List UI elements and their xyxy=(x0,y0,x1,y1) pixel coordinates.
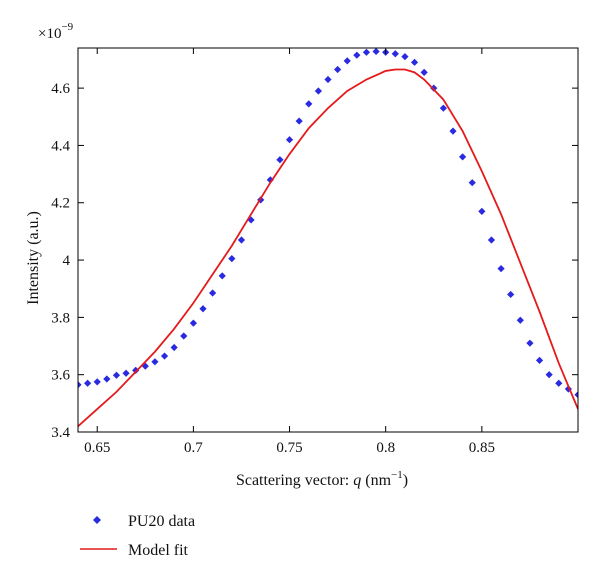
data-point xyxy=(218,272,226,280)
data-point xyxy=(459,153,467,161)
x-tick-label: 0.85 xyxy=(469,440,495,456)
data-point xyxy=(420,68,428,76)
plot-frame xyxy=(77,47,579,433)
data-point xyxy=(151,358,159,366)
data-point xyxy=(305,100,313,108)
y-axis-title: Intensity (a.u.) xyxy=(25,211,42,305)
x-tick-label: 0.8 xyxy=(376,440,395,456)
x-axis-title: Scattering vector: q (nm−1) xyxy=(236,469,408,489)
data-point xyxy=(545,371,553,379)
data-point xyxy=(564,385,572,393)
data-point xyxy=(189,319,197,327)
x-tick-label: 0.75 xyxy=(276,440,302,456)
y-tick-label: 3.4 xyxy=(51,425,70,441)
data-point xyxy=(449,127,457,135)
data-point xyxy=(410,58,419,66)
series-model-fit xyxy=(78,68,578,427)
data-point xyxy=(468,179,476,187)
data-point xyxy=(93,378,101,386)
x-tick-label: 0.7 xyxy=(184,440,203,456)
y-tick-label: 3.8 xyxy=(51,310,70,326)
data-point xyxy=(199,305,207,313)
y-multiplier-exponent: −9 xyxy=(61,21,73,33)
data-point xyxy=(228,255,236,263)
legend-diamond-marker xyxy=(93,516,101,524)
y-multiplier-label: ×10−9 xyxy=(38,21,74,42)
data-point xyxy=(334,65,342,74)
legend-label-model-fit: Model fit xyxy=(128,542,189,559)
y-tick-label: 4 xyxy=(63,253,71,269)
y-tick-label: 3.6 xyxy=(51,368,70,384)
data-point xyxy=(362,48,371,56)
data-point xyxy=(295,117,303,125)
data-point xyxy=(391,50,399,58)
data-point xyxy=(430,84,438,92)
data-point xyxy=(103,375,111,383)
data-point xyxy=(266,176,274,184)
data-point xyxy=(574,391,578,399)
data-point xyxy=(276,156,284,164)
data-point xyxy=(209,289,217,297)
data-point xyxy=(555,379,563,387)
data-point xyxy=(112,371,121,379)
data-point xyxy=(535,356,544,364)
y-tick-label: 4.2 xyxy=(51,196,70,212)
data-point xyxy=(180,332,188,340)
series-layer xyxy=(78,48,578,427)
data-point xyxy=(170,343,178,352)
data-point xyxy=(160,352,169,360)
data-point xyxy=(122,369,130,377)
data-point xyxy=(507,290,515,299)
data-point xyxy=(526,339,534,347)
data-point xyxy=(285,136,294,144)
data-point xyxy=(78,381,82,389)
data-point xyxy=(487,236,496,244)
y-tick-label: 4.6 xyxy=(51,81,70,97)
model-fit-line xyxy=(78,68,578,427)
data-point xyxy=(237,236,246,244)
data-point xyxy=(343,57,351,65)
data-point xyxy=(401,52,409,61)
legend-item-model-fit: Model fit xyxy=(80,542,189,559)
data-point xyxy=(372,48,380,56)
legend: PU20 data Model fit xyxy=(80,513,195,559)
x-tick-label: 0.65 xyxy=(84,440,110,456)
data-point xyxy=(314,87,322,95)
legend-item-pu20-data: PU20 data xyxy=(93,513,195,530)
series-pu20-data xyxy=(78,48,578,399)
axes-layer: 0.65 0.7 0.75 0.8 0.85 3.4 3.6 3.8 4 4.2 4.4 4.6 xyxy=(51,47,579,456)
data-point xyxy=(497,265,505,273)
y-tick-label: 4.4 xyxy=(51,138,70,154)
legend-label-pu20-data: PU20 data xyxy=(128,513,195,530)
data-point xyxy=(353,51,361,59)
data-point xyxy=(516,316,524,324)
data-point xyxy=(439,104,447,112)
data-point xyxy=(324,75,332,84)
data-point xyxy=(84,379,92,387)
data-point xyxy=(132,366,140,374)
data-point xyxy=(478,207,486,215)
